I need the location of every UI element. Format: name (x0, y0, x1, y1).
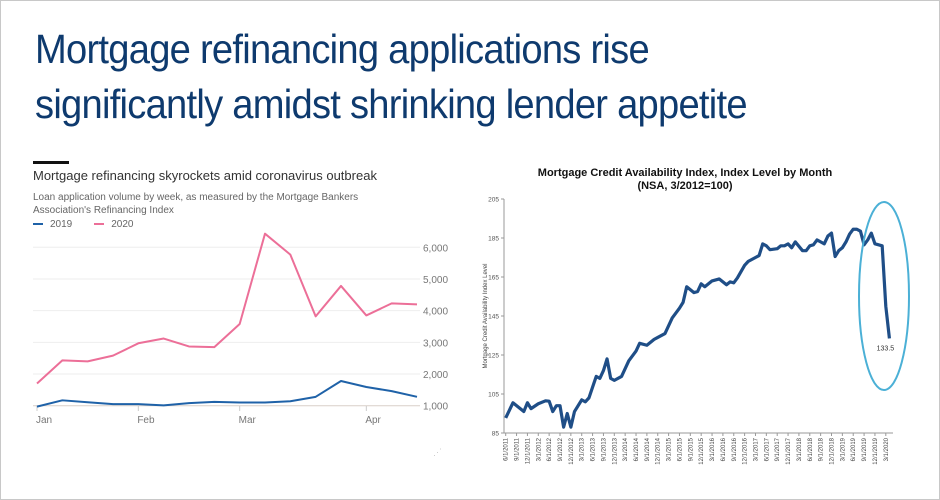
y-tick-label: 1,000 (423, 402, 448, 413)
x-tick-label: 3/1/2015 (667, 437, 673, 461)
chart-accent-rule (33, 161, 69, 164)
x-tick-label: Feb (137, 415, 155, 426)
legend-label-2019: 2019 (50, 219, 73, 230)
x-tick-label: 3/1/2019 (840, 437, 846, 461)
x-tick-label: 6/1/2019 (851, 437, 857, 461)
x-tick-label: 12/1/2015 (699, 437, 705, 464)
x-tick-label: 3/1/2016 (710, 437, 716, 461)
mcai-line (504, 227, 892, 429)
x-tick-label: 6/1/2014 (634, 437, 640, 461)
x-tick-label: 12/1/2017 (786, 437, 792, 464)
y-tick-label: 185 (488, 236, 499, 243)
x-tick-label: 12/1/2014 (656, 437, 662, 464)
legend-item-2019: 2019 (33, 219, 72, 230)
x-tick-label: 9/1/2016 (732, 437, 738, 461)
x-tick-label: 9/1/2013 (601, 437, 607, 461)
y-tick-label: 85 (492, 431, 500, 438)
y-tick-label: 125 (488, 353, 499, 360)
y-axis-label: Mortgage Credit Availability Index Level (483, 264, 489, 369)
x-tick-label: Jan (36, 415, 52, 426)
legend-swatch-2019 (33, 223, 43, 226)
y-tick-label: 5,000 (423, 275, 448, 286)
x-tick-label: 12/1/2016 (743, 437, 749, 464)
left-chart-legend: 2019 2020 (33, 219, 134, 230)
y-tick-label: 6,000 (423, 243, 448, 254)
x-tick-label: 12/1/2019 (873, 437, 879, 464)
right-chart-title: Mortgage Credit Availability Index, Inde… (538, 167, 833, 179)
x-tick-label: Apr (365, 415, 381, 426)
x-tick-label: 9/1/2015 (688, 437, 694, 461)
x-tick-label: 9/1/2019 (862, 437, 868, 461)
x-tick-label: Mar (239, 415, 257, 426)
x-tick-label: 3/1/2020 (884, 437, 890, 461)
x-tick-label: 6/1/2017 (764, 437, 770, 461)
title-line-2: significantly amidst shrinking lender ap… (35, 81, 748, 127)
left-chart-title: Mortgage refinancing skyrockets amid cor… (33, 168, 377, 183)
y-tick-label: 165 (488, 275, 499, 282)
legend-label-2020: 2020 (111, 219, 134, 230)
resize-grip-icon: ⋰ (433, 447, 442, 457)
highlight-ellipse (858, 201, 910, 391)
y-tick-label: 2,000 (423, 370, 448, 381)
series-line-2019 (36, 379, 418, 408)
x-tick-label: 6/1/2013 (591, 437, 597, 461)
x-tick-label: 3/1/2013 (580, 437, 586, 461)
x-tick-label: 3/1/2014 (623, 437, 629, 461)
x-tick-label: 6/1/2012 (547, 437, 553, 461)
y-tick-label: 105 (488, 392, 499, 399)
x-tick-label: 12/1/2018 (830, 437, 836, 464)
x-tick-label: 9/1/2018 (819, 437, 825, 461)
y-tick-label: 3,000 (423, 338, 448, 349)
x-tick-label: 9/1/2012 (558, 437, 564, 461)
x-tick-label: 6/1/2015 (677, 437, 683, 461)
x-tick-label: 12/1/2011 (525, 437, 531, 464)
x-tick-label: 3/1/2018 (797, 437, 803, 461)
x-tick-label: 3/1/2012 (536, 437, 542, 461)
y-tick-label: 205 (488, 197, 499, 204)
right-chart-subtitle: (NSA, 3/2012=100) (637, 180, 732, 192)
x-tick-label: 9/1/2017 (775, 437, 781, 461)
x-tick-label: 9/1/2011 (515, 437, 521, 461)
x-tick-label: 6/1/2018 (808, 437, 814, 461)
x-tick-label: 6/1/2016 (721, 437, 727, 461)
x-tick-label: 12/1/2013 (612, 437, 618, 464)
legend-item-2020: 2020 (94, 219, 134, 230)
y-tick-label: 4,000 (423, 307, 448, 318)
left-chart-subtitle: Loan application volume by week, as meas… (33, 192, 359, 216)
x-tick-label: 6/1/2011 (504, 437, 510, 461)
x-tick-label: 3/1/2017 (753, 437, 759, 461)
legend-swatch-2020 (94, 223, 105, 226)
x-tick-label: 9/1/2014 (645, 437, 651, 461)
slide-title: Mortgage refinancing applications rise s… (35, 22, 853, 132)
y-tick-label: 145 (488, 314, 499, 321)
title-line-1: Mortgage refinancing applications rise (35, 26, 650, 72)
series-line-2020 (36, 232, 418, 385)
annotation-label: 133.5 (877, 345, 895, 352)
x-tick-label: 12/1/2012 (569, 437, 575, 464)
